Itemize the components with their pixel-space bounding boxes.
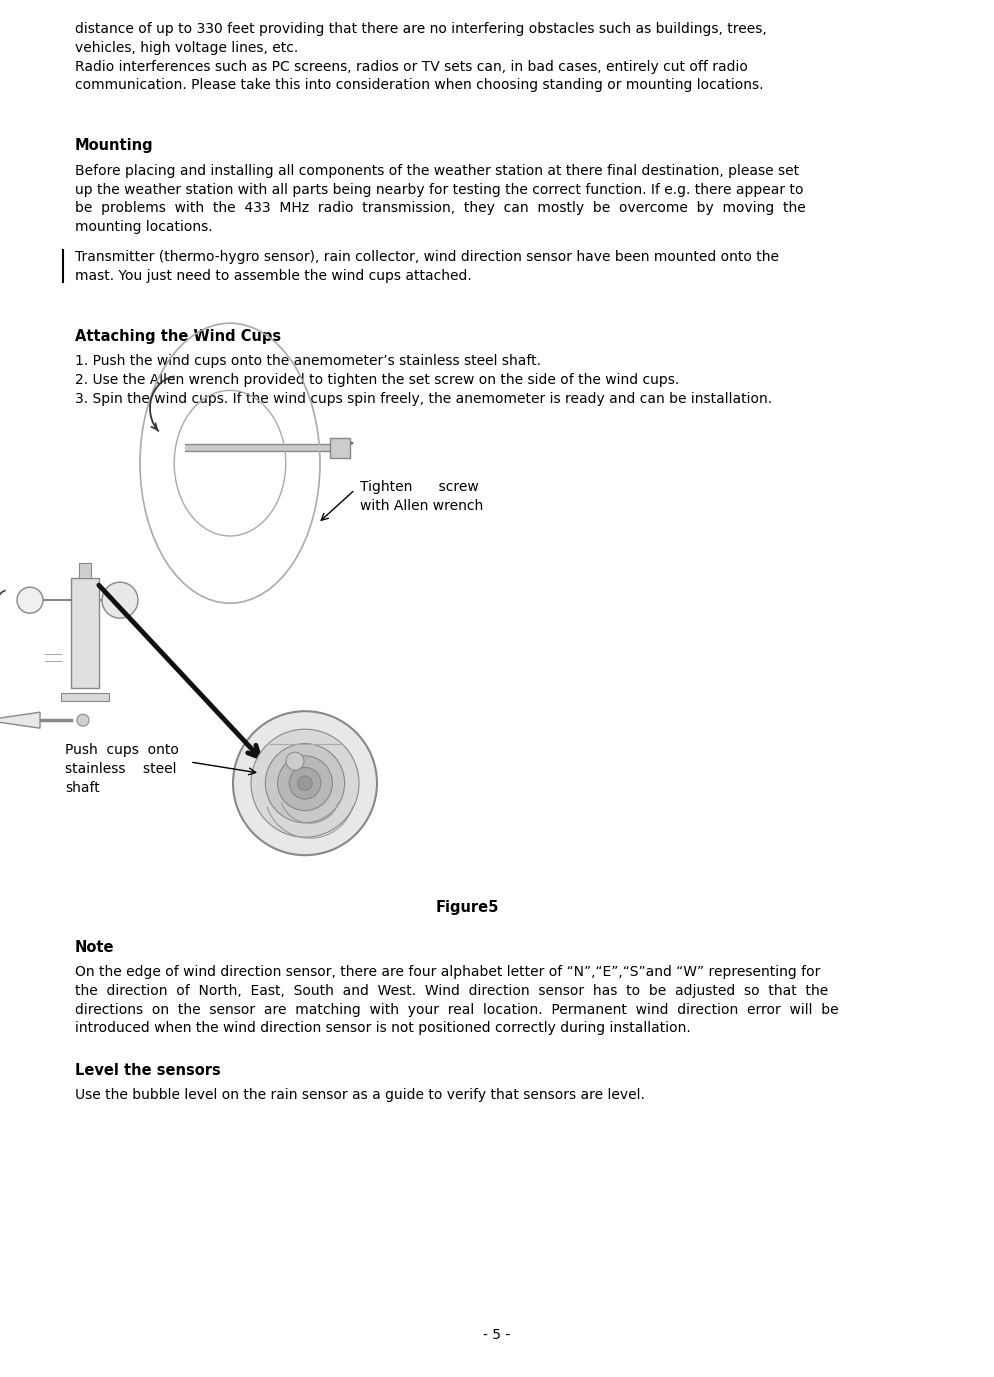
Circle shape <box>289 767 321 799</box>
Text: Before placing and installing all components of the weather station at there fin: Before placing and installing all compon… <box>75 164 799 178</box>
Text: Radio interferences such as PC screens, radios or TV sets can, in bad cases, ent: Radio interferences such as PC screens, … <box>75 59 747 73</box>
Text: 1. Push the wind cups onto the anemometer’s stainless steel shaft.: 1. Push the wind cups onto the anemomete… <box>75 354 541 369</box>
Text: vehicles, high voltage lines, etc.: vehicles, high voltage lines, etc. <box>75 41 298 55</box>
Circle shape <box>298 777 312 790</box>
Circle shape <box>277 756 332 811</box>
Circle shape <box>251 730 359 837</box>
Text: mounting locations.: mounting locations. <box>75 220 213 234</box>
FancyBboxPatch shape <box>330 438 350 459</box>
Circle shape <box>102 582 138 618</box>
Text: - 5 -: - 5 - <box>483 1327 511 1343</box>
Text: the  direction  of  North,  East,  South  and  West.  Wind  direction  sensor  h: the direction of North, East, South and … <box>75 985 828 998</box>
Text: communication. Please take this into consideration when choosing standing or mou: communication. Please take this into con… <box>75 78 763 92</box>
Text: Figure5: Figure5 <box>435 901 499 916</box>
Text: Push  cups  onto: Push cups onto <box>65 744 179 757</box>
Text: 3. Spin the wind cups. If the wind cups spin freely, the anemometer is ready and: 3. Spin the wind cups. If the wind cups … <box>75 392 772 406</box>
Text: Mounting: Mounting <box>75 138 154 153</box>
Circle shape <box>77 715 89 726</box>
Circle shape <box>17 587 43 613</box>
Text: introduced when the wind direction sensor is not positioned correctly during ins: introduced when the wind direction senso… <box>75 1022 691 1036</box>
Text: Tighten      screw: Tighten screw <box>360 481 479 494</box>
Circle shape <box>265 744 345 823</box>
Text: Attaching the Wind Cups: Attaching the Wind Cups <box>75 329 281 344</box>
Text: Level the sensors: Level the sensors <box>75 1063 221 1078</box>
Text: Use the bubble level on the rain sensor as a guide to verify that sensors are le: Use the bubble level on the rain sensor … <box>75 1088 645 1102</box>
Text: On the edge of wind direction sensor, there are four alphabet letter of “N”,“E”,: On the edge of wind direction sensor, th… <box>75 965 820 979</box>
Text: distance of up to 330 feet providing that there are no interfering obstacles suc: distance of up to 330 feet providing tha… <box>75 22 766 36</box>
Text: directions  on  the  sensor  are  matching  with  your  real  location.  Permane: directions on the sensor are matching wi… <box>75 1002 839 1016</box>
Bar <box>79 563 91 578</box>
Text: Transmitter (thermo-hygro sensor), rain collector, wind direction sensor have be: Transmitter (thermo-hygro sensor), rain … <box>75 251 779 264</box>
Circle shape <box>286 752 304 770</box>
Text: with Allen wrench: with Allen wrench <box>360 498 483 514</box>
Polygon shape <box>0 712 40 728</box>
Text: 2. Use the Allen wrench provided to tighten the set screw on the side of the win: 2. Use the Allen wrench provided to tigh… <box>75 373 679 387</box>
Circle shape <box>233 711 377 855</box>
Text: mast. You just need to assemble the wind cups attached.: mast. You just need to assemble the wind… <box>75 269 472 282</box>
Text: Note: Note <box>75 939 114 954</box>
Text: shaft: shaft <box>65 781 99 795</box>
Bar <box>71 578 99 688</box>
Text: stainless    steel: stainless steel <box>65 761 177 775</box>
Text: be  problems  with  the  433  MHz  radio  transmission,  they  can  mostly  be  : be problems with the 433 MHz radio trans… <box>75 201 806 215</box>
Text: up the weather station with all parts being nearby for testing the correct funct: up the weather station with all parts be… <box>75 183 803 197</box>
Bar <box>61 693 109 701</box>
